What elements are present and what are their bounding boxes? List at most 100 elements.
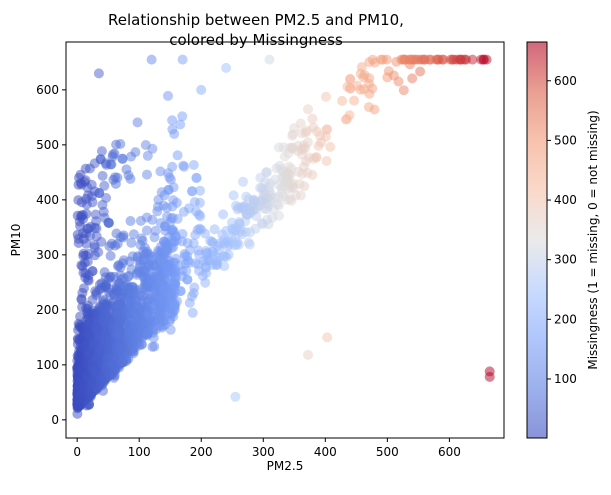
- scatter-point: [228, 190, 239, 201]
- scatter-point: [79, 177, 90, 187]
- colorbar-tick-label: 600: [554, 74, 577, 88]
- scatter-point: [86, 221, 96, 232]
- colorbar-tick-label: 100: [554, 372, 577, 386]
- scatter-point: [189, 282, 200, 293]
- scatter-point: [170, 231, 181, 242]
- scatter-point: [155, 166, 166, 177]
- scatter-point: [221, 236, 232, 247]
- scatter-point: [142, 169, 152, 180]
- scatter-point: [123, 283, 133, 294]
- y-tick-label: 400: [36, 193, 59, 207]
- scatter-point: [184, 245, 195, 256]
- scatter-point: [211, 260, 222, 270]
- scatter-point: [163, 262, 173, 273]
- scatter-point: [194, 223, 205, 234]
- x-axis: 0 100 200 300 400 500 600: [73, 438, 461, 459]
- scatter-point: [287, 142, 298, 153]
- scatter-point: [84, 163, 95, 174]
- scatter-point: [169, 129, 180, 139]
- scatter-point: [391, 56, 402, 67]
- scatter-point: [131, 295, 142, 306]
- scatter-point: [99, 180, 110, 191]
- scatter-point: [219, 261, 230, 272]
- scatter-point: [148, 260, 159, 270]
- scatter-point: [108, 350, 119, 361]
- scatter-point: [193, 245, 204, 256]
- y-tick-label: 100: [36, 358, 59, 372]
- scatter-point: [124, 256, 135, 267]
- scatter-point: [76, 390, 87, 401]
- scatter-point: [73, 325, 83, 335]
- scatter-point: [165, 291, 176, 302]
- x-tick-label: 100: [128, 445, 151, 459]
- scatter-point: [89, 250, 100, 261]
- scatter-point: [126, 151, 136, 162]
- scatter-point: [141, 225, 152, 236]
- scatter-point: [167, 115, 178, 126]
- plot-area-frame: [65, 41, 505, 439]
- scatter-point: [257, 195, 268, 206]
- scatter-point: [274, 210, 285, 221]
- scatter-point: [315, 130, 326, 141]
- scatter-point: [419, 54, 430, 65]
- scatter-point: [235, 227, 246, 237]
- scatter-point: [105, 250, 116, 261]
- scatter-point: [321, 124, 332, 135]
- scatter-point: [467, 54, 478, 65]
- scatter-point: [149, 341, 160, 352]
- scatter-point: [156, 311, 167, 322]
- x-tick-label: 600: [438, 445, 461, 459]
- scatter-point: [178, 206, 189, 217]
- scatter-point: [87, 266, 98, 277]
- scatter-point: [195, 185, 205, 196]
- scatter-point: [159, 236, 169, 247]
- scatter-point: [287, 130, 298, 141]
- scatter-point: [106, 238, 117, 249]
- scatter-point: [178, 160, 189, 171]
- scatter-point: [103, 217, 114, 228]
- scatter-point: [175, 260, 186, 271]
- scatter-point: [83, 384, 94, 395]
- scatter-point: [363, 102, 374, 113]
- scatter-point: [367, 83, 378, 94]
- x-tick-label: 500: [376, 445, 399, 459]
- scatter-point: [100, 334, 111, 345]
- scatter-point: [95, 154, 106, 165]
- scatter-point: [76, 294, 87, 305]
- scatter-point: [87, 295, 98, 305]
- scatter-point: [325, 141, 336, 152]
- scatter-point: [456, 54, 467, 65]
- scatter-point: [162, 211, 172, 222]
- scatter-point: [141, 212, 152, 223]
- scatter-point: [128, 229, 139, 240]
- scatter-point: [94, 188, 105, 199]
- scatter-point: [132, 117, 143, 128]
- chart-title-line-2: colored by Missingness: [169, 31, 343, 49]
- scatter-point: [123, 327, 134, 337]
- scatter-point: [87, 197, 98, 208]
- y-tick-label: 0: [51, 413, 59, 427]
- scatter-point: [303, 349, 313, 360]
- scatter-point: [182, 274, 193, 285]
- scatter-point: [273, 191, 284, 202]
- scatter-point: [177, 54, 188, 65]
- scatter-point: [437, 54, 448, 65]
- scatter-point: [93, 325, 104, 336]
- scatter-point: [232, 204, 243, 215]
- chart-title-line-1: Relationship between PM2.5 and PM10,: [108, 11, 404, 29]
- scatter-point: [136, 320, 147, 331]
- scatter-point: [274, 160, 285, 171]
- scatter-point: [302, 125, 312, 136]
- scatter-point: [110, 172, 121, 183]
- scatter-point: [340, 114, 351, 125]
- scatter-point: [230, 391, 241, 402]
- scatter-point: [76, 363, 87, 374]
- scatter-point: [170, 278, 181, 289]
- x-tick-label: 0: [73, 445, 81, 459]
- scatter-point: [81, 208, 92, 219]
- scatter-point: [349, 95, 360, 106]
- scatter-point: [143, 306, 154, 317]
- scatter-point: [381, 54, 392, 65]
- scatter-point: [388, 70, 399, 81]
